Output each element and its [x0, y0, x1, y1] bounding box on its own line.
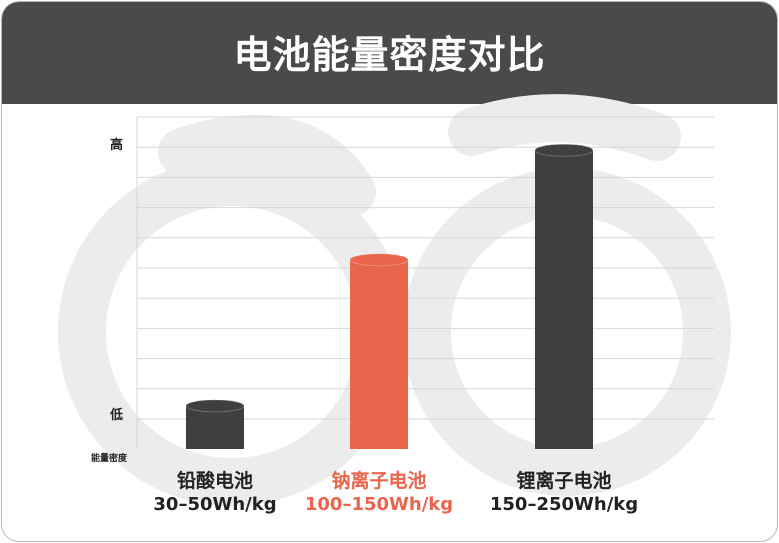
bar-2: [349, 253, 409, 449]
category-label: 钠离子电池: [331, 469, 426, 492]
watermark-arc-left: [158, 114, 376, 216]
watermark-arc-right: [448, 94, 681, 161]
bar-top-cap: [349, 253, 409, 267]
range-label: 100–150Wh/kg: [305, 494, 453, 515]
bar-1: [185, 399, 245, 449]
y-tick-low: 低: [109, 407, 123, 423]
bar-body: [186, 405, 244, 449]
bar-top-cap: [534, 143, 594, 157]
y-tick-high: 高: [110, 137, 123, 153]
range-label: 150–250Wh/kg: [490, 494, 638, 515]
gridlines: [136, 116, 714, 449]
range-label: 30–50Wh/kg: [153, 494, 276, 515]
bar-body: [535, 150, 593, 449]
bar-body: [350, 259, 408, 449]
bar-top-cap: [185, 399, 245, 413]
category-label: 铅酸电池: [177, 469, 253, 492]
y-axis-label: 能量密度: [91, 452, 128, 464]
bars: [185, 143, 594, 449]
bar-3: [534, 143, 594, 449]
category-label: 锂离子电池: [516, 469, 611, 492]
title-bar: 电池能量密度对比: [2, 2, 777, 104]
chart-title: 电池能量密度对比: [233, 33, 546, 77]
